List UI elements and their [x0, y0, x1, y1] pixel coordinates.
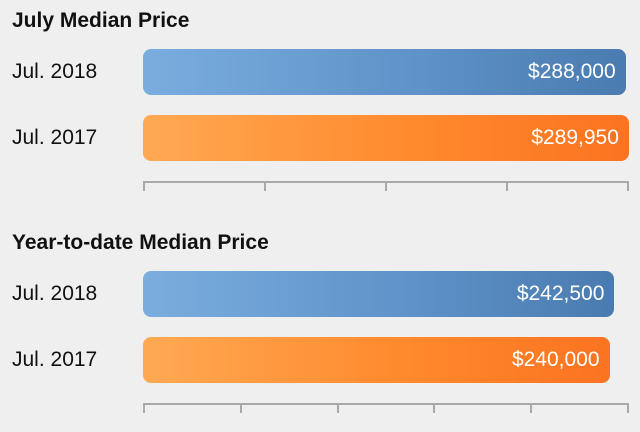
- axis-tick: [627, 403, 629, 413]
- bar-row: Jul. 2017 $289,950: [0, 115, 640, 161]
- category-label: Jul. 2018: [12, 60, 98, 83]
- bar-jul-2018: $288,000: [143, 49, 626, 95]
- bar-value-label: $288,000: [528, 60, 616, 83]
- bar-jul-2017: $240,000: [143, 337, 610, 383]
- bar-value-label: $242,500: [516, 282, 605, 305]
- bar-value-label: $289,950: [531, 126, 619, 149]
- chart-title: July Median Price: [12, 9, 190, 32]
- bar-row: Jul. 2018 $242,500: [0, 271, 640, 317]
- bar-jul-2017: $289,950: [143, 115, 629, 161]
- bar-row: Jul. 2017 $240,000: [0, 337, 640, 383]
- x-axis: [143, 180, 629, 194]
- axis-tick: [264, 181, 266, 191]
- axis-tick: [530, 403, 532, 413]
- axis-tick: [506, 181, 508, 191]
- axis-tick: [385, 181, 387, 191]
- axis-tick: [337, 403, 339, 413]
- x-axis: [143, 402, 629, 416]
- axis-line: [143, 403, 629, 405]
- chart-title: Year-to-date Median Price: [12, 231, 269, 254]
- axis-tick: [240, 403, 242, 413]
- axis-tick: [143, 403, 145, 413]
- category-label: Jul. 2017: [12, 126, 98, 149]
- bar-row: Jul. 2018 $288,000: [0, 49, 640, 95]
- bar-jul-2018: $242,500: [143, 271, 615, 317]
- bar-value-label: $240,000: [511, 348, 600, 371]
- category-label: Jul. 2018: [12, 282, 98, 305]
- axis-tick: [627, 181, 629, 191]
- axis-tick: [433, 403, 435, 413]
- category-label: Jul. 2017: [12, 348, 98, 371]
- axis-tick: [143, 181, 145, 191]
